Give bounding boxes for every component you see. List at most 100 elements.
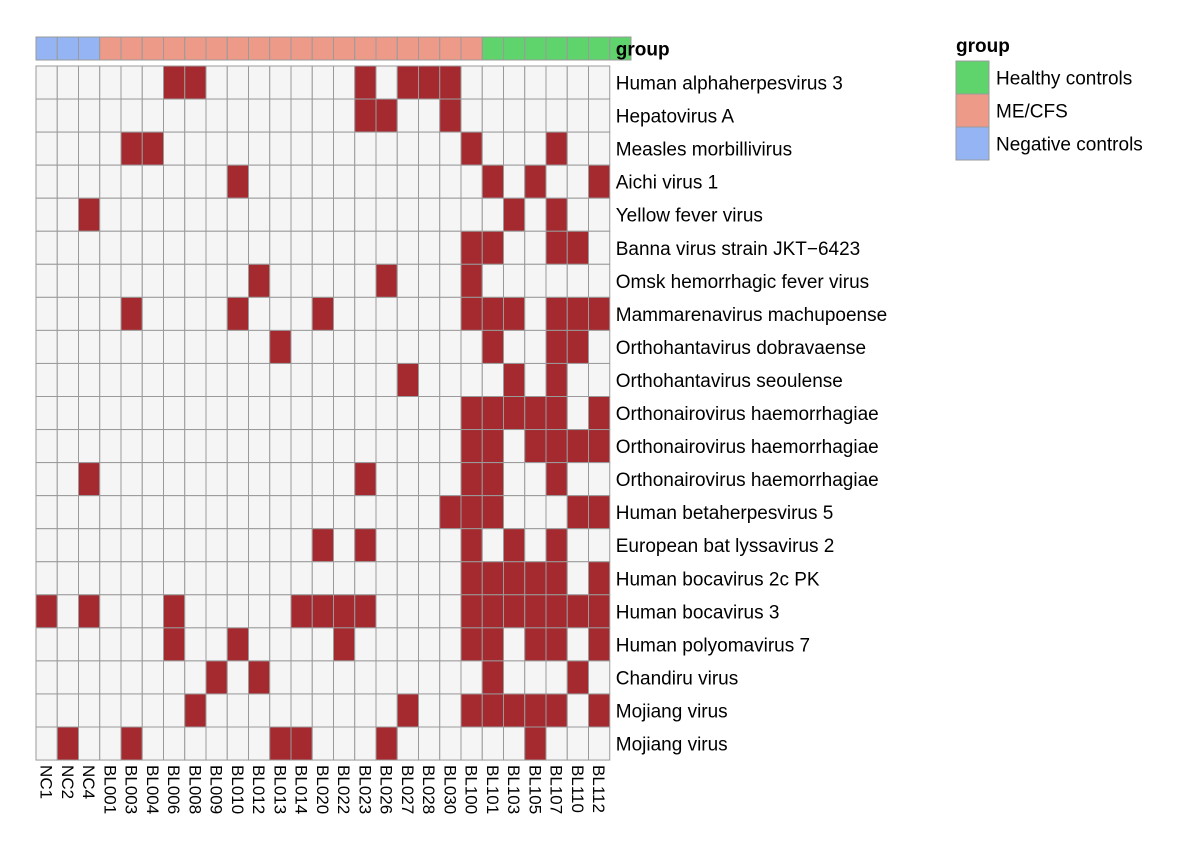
heatmap-cell-absent (354, 263, 377, 298)
heatmap-cell-absent (141, 561, 164, 596)
heatmap-cell-absent (545, 263, 568, 298)
heatmap-cell-present (248, 660, 271, 695)
heatmap-cell-absent (396, 296, 419, 331)
heatmap-cell-absent (503, 495, 526, 530)
heatmap-cell-absent (375, 296, 398, 331)
heatmap-cell-absent (588, 131, 611, 166)
heatmap-cell-present (588, 296, 611, 331)
heatmap-cell-present (439, 495, 462, 530)
heatmap-cell-absent (524, 329, 547, 364)
heatmap-cell-absent (333, 65, 356, 100)
heatmap-cell-absent (460, 98, 483, 133)
heatmap-cell-absent (35, 98, 58, 133)
heatmap-cell-absent (396, 230, 419, 265)
heatmap-cell-present (460, 495, 483, 530)
heatmap-cell-absent (205, 230, 228, 265)
heatmap-cell-absent (354, 693, 377, 728)
heatmap-cell-present (545, 362, 568, 398)
heatmap-cell-absent (226, 131, 249, 166)
heatmap-cell-absent (99, 329, 122, 364)
heatmap-cell-absent (290, 495, 313, 530)
heatmap-cell-absent (396, 627, 419, 662)
heatmap-cell-present (588, 594, 611, 629)
heatmap-cell-absent (333, 263, 356, 298)
heatmap-cell-absent (248, 362, 271, 398)
heatmap-cell-absent (375, 164, 398, 199)
heatmap-cell-absent (290, 197, 313, 232)
row-label: Orthonairovirus haemorrhagiae (616, 404, 879, 425)
column-label: BL001 (100, 765, 119, 814)
annotation-cell (503, 36, 526, 61)
heatmap-cell-absent (503, 726, 526, 761)
heatmap-cell-present (375, 98, 398, 133)
heatmap-cell-absent (588, 230, 611, 265)
heatmap-cell-absent (545, 98, 568, 133)
heatmap-cell-absent (226, 362, 249, 398)
annotation-cell (120, 36, 143, 61)
heatmap-cell-absent (163, 296, 186, 331)
heatmap-cell-absent (460, 164, 483, 199)
heatmap-cell-present (290, 594, 313, 629)
heatmap-cell-absent (99, 726, 122, 761)
heatmap-cell-absent (141, 65, 164, 100)
heatmap-cell-absent (503, 462, 526, 497)
heatmap-cell-present (141, 131, 164, 166)
heatmap-cell-absent (375, 594, 398, 629)
heatmap-cell-absent (290, 561, 313, 596)
heatmap-cell-absent (248, 561, 271, 596)
heatmap-cell-absent (248, 296, 271, 331)
heatmap-cell-absent (141, 98, 164, 133)
heatmap-cell-absent (545, 65, 568, 100)
heatmap-cell-present (503, 561, 526, 596)
heatmap-cell-absent (545, 495, 568, 530)
heatmap-cell-absent (333, 528, 356, 563)
column-label: BL022 (334, 765, 353, 814)
heatmap-cell-absent (56, 660, 79, 695)
column-label: BL101 (483, 765, 502, 814)
heatmap-cell-absent (396, 429, 419, 464)
heatmap-cell-absent (588, 65, 611, 100)
heatmap-cell-absent (311, 429, 334, 464)
heatmap-cell-present (481, 396, 504, 431)
heatmap-cell-present (56, 726, 79, 761)
heatmap-cell-present (545, 594, 568, 629)
heatmap-cell-absent (503, 131, 526, 166)
heatmap-cell-absent (375, 462, 398, 497)
heatmap-cell-absent (418, 726, 441, 761)
heatmap-cell-present (460, 594, 483, 629)
heatmap-cell-absent (120, 462, 143, 497)
heatmap-cell-absent (545, 726, 568, 761)
heatmap-cell-absent (78, 362, 101, 398)
column-label: BL112 (589, 765, 608, 813)
heatmap-cell-absent (205, 296, 228, 331)
heatmap-cell-present (566, 429, 589, 464)
heatmap-cell-present (481, 693, 504, 728)
heatmap-cell-absent (141, 594, 164, 629)
heatmap-cell-absent (354, 396, 377, 431)
heatmap-cell-absent (311, 65, 334, 100)
heatmap-cell-absent (78, 98, 101, 133)
heatmap-cell-absent (418, 396, 441, 431)
heatmap-cell-absent (396, 660, 419, 695)
heatmap-cell-present (375, 263, 398, 298)
heatmap-cell-absent (248, 528, 271, 563)
heatmap-cell-absent (141, 329, 164, 364)
heatmap-cell-absent (269, 660, 292, 695)
heatmap-cell-absent (269, 594, 292, 629)
heatmap-cell-absent (566, 726, 589, 761)
heatmap-cell-absent (120, 396, 143, 431)
heatmap-cell-absent (290, 230, 313, 265)
heatmap-cell-absent (56, 594, 79, 629)
heatmap-cell-absent (184, 164, 207, 199)
heatmap-cell-absent (290, 528, 313, 563)
heatmap-cell-present (588, 561, 611, 596)
column-label: BL003 (122, 765, 141, 814)
heatmap-cell-absent (248, 462, 271, 497)
heatmap-cell-absent (120, 693, 143, 728)
column-label: BL100 (462, 765, 481, 814)
heatmap-cell-absent (35, 429, 58, 464)
heatmap-cell-present (354, 594, 377, 629)
heatmap-cell-absent (141, 362, 164, 398)
heatmap-cell-absent (120, 627, 143, 662)
heatmap-cell-present (120, 296, 143, 331)
